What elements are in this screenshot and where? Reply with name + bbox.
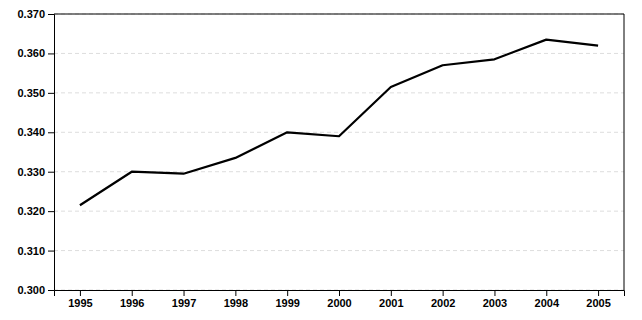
tick-label: 2000 <box>327 297 351 309</box>
tick-mark <box>443 290 444 296</box>
tick-label: 0.320 <box>17 205 45 217</box>
tick-mark <box>48 14 54 15</box>
tick: 0.330 <box>17 166 54 178</box>
tick-mark <box>598 290 599 296</box>
tick-label: 2001 <box>379 297 403 309</box>
tick-label: 0.300 <box>17 284 45 296</box>
plot: 1995 1996 1997 1998 1999 2000 2001 2002 2003 2004… <box>17 8 624 309</box>
tick: 0.350 <box>17 87 54 99</box>
tick-label: 1999 <box>275 297 299 309</box>
tick: 0.340 <box>17 126 54 138</box>
tick-label: 2005 <box>586 297 610 309</box>
tick-label: 1998 <box>224 297 248 309</box>
tick: 0.310 <box>17 245 54 257</box>
y-axis: 0.300 0.310 0.320 0.330 0.340 0.350 0.360 0.370 <box>17 8 54 296</box>
tick: 2000 <box>327 290 351 309</box>
tick-mark <box>48 172 54 173</box>
tick-label: 2004 <box>535 297 560 309</box>
marks <box>80 40 598 206</box>
axis-line <box>55 291 625 297</box>
tick-label: 0.370 <box>17 8 45 20</box>
tick-label: 2003 <box>483 297 507 309</box>
tick-label: 0.360 <box>17 47 45 59</box>
tick-mark <box>339 290 340 296</box>
tick: 1995 <box>68 290 92 309</box>
tick-mark <box>48 93 54 94</box>
grid-line <box>54 14 624 15</box>
tick-mark <box>48 132 54 133</box>
tick: 0.360 <box>17 47 54 59</box>
tick: 2003 <box>483 290 507 309</box>
tick: 0.300 <box>17 284 54 296</box>
tick: 2001 <box>379 290 403 309</box>
tick-label: 2002 <box>431 297 455 309</box>
tick-label: 1995 <box>68 297 92 309</box>
tick-mark <box>235 290 236 296</box>
tick-mark <box>80 290 81 296</box>
tick-mark <box>494 290 495 296</box>
tick-mark <box>48 53 54 54</box>
x-axis: 1995 1996 1997 1998 1999 2000 2001 2002 2003 2004… <box>55 290 625 309</box>
tick-mark <box>48 251 54 252</box>
tick-label: 1996 <box>120 297 144 309</box>
tick-mark <box>48 211 54 212</box>
tick: 1998 <box>224 290 248 309</box>
tick-label: 0.350 <box>17 87 45 99</box>
frame <box>54 14 624 15</box>
tick: 0.320 <box>17 205 54 217</box>
tick: 2004 <box>535 290 560 309</box>
grid <box>54 14 624 290</box>
tick: 2002 <box>431 290 455 309</box>
grid-line <box>54 250 624 251</box>
tick: 1999 <box>275 290 299 309</box>
chart: 1995 1996 1997 1998 1999 2000 2001 2002 2003 2004… <box>0 0 642 320</box>
grid-line <box>54 92 624 93</box>
grid-line <box>54 53 624 54</box>
axis-line <box>48 15 55 291</box>
frame <box>624 14 625 290</box>
grid-line <box>54 132 624 133</box>
line <box>80 40 598 206</box>
tick: 2005 <box>586 290 610 309</box>
tick-label: 0.310 <box>17 245 45 257</box>
tick-mark <box>184 290 185 296</box>
grid-line <box>54 211 624 212</box>
tick: 1996 <box>120 290 144 309</box>
tick-label: 1997 <box>172 297 196 309</box>
tick-mark <box>48 290 54 291</box>
tick-mark <box>132 290 133 296</box>
tick: 1997 <box>172 290 196 309</box>
tick-mark <box>546 290 547 296</box>
tick-mark <box>287 290 288 296</box>
tick-label: 0.330 <box>17 166 45 178</box>
tick: 0.370 <box>17 8 54 20</box>
tick-mark <box>391 290 392 296</box>
tick-label: 0.340 <box>17 126 45 138</box>
